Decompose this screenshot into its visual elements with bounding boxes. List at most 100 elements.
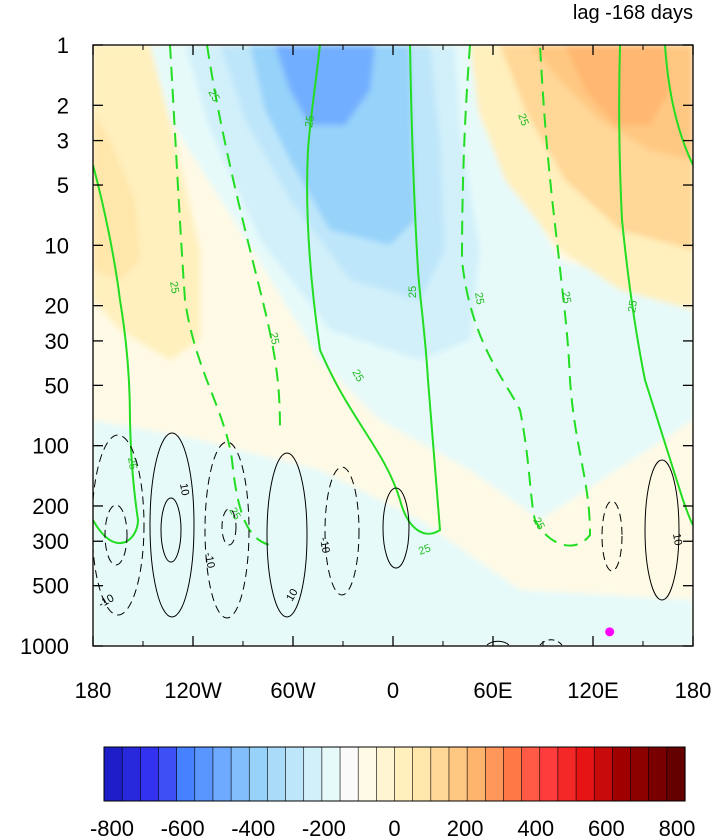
colorbar-swatch bbox=[466, 746, 486, 802]
y-tick-label: 2 bbox=[57, 93, 69, 118]
colorbar-swatch bbox=[593, 746, 613, 802]
colorbar-swatch bbox=[394, 746, 414, 802]
black-contour-negative bbox=[324, 466, 360, 596]
green-contour-label: 25 bbox=[407, 286, 419, 298]
colorbar-swatch bbox=[448, 746, 468, 802]
black-contour-positive bbox=[644, 459, 680, 601]
black-contour-negative bbox=[93, 434, 145, 616]
colorbar-swatch bbox=[484, 746, 505, 802]
colorbar-label: -400 bbox=[231, 816, 275, 838]
y-tick-label: 3 bbox=[57, 129, 69, 154]
y-tick-label: 20 bbox=[45, 294, 69, 319]
colorbar-swatch bbox=[212, 746, 232, 802]
colorbar-frame bbox=[103, 746, 686, 802]
green-contour-label: 25 bbox=[530, 516, 547, 533]
field-tan-left-2 bbox=[93, 110, 140, 280]
colorbar-label: 400 bbox=[517, 816, 554, 838]
green-contour-label: 25 bbox=[559, 290, 573, 304]
colorbar-swatch bbox=[503, 746, 523, 802]
colorbar-swatch bbox=[376, 746, 396, 802]
green-contour-line bbox=[460, 45, 592, 547]
green-contour-label: 25 bbox=[417, 542, 433, 557]
x-tick-label: 60W bbox=[270, 678, 315, 703]
colorbar-label: -600 bbox=[161, 816, 205, 838]
y-tick-label: 10 bbox=[45, 233, 69, 258]
green-contour-label: 25 bbox=[626, 299, 640, 313]
green-contour-label: 25 bbox=[226, 506, 243, 523]
colorbar-swatch bbox=[158, 746, 178, 802]
colorbar-swatch bbox=[103, 746, 123, 802]
black-contours bbox=[93, 432, 680, 646]
y-tick-label: 100 bbox=[32, 434, 69, 459]
black-contour-positive bbox=[160, 497, 182, 563]
colorbar-swatch bbox=[230, 746, 250, 802]
y-tick-label: 50 bbox=[45, 373, 69, 398]
colorbar-label: 600 bbox=[588, 816, 625, 838]
green-contour-line bbox=[664, 45, 693, 166]
black-contour-label: 10 bbox=[670, 532, 684, 546]
x-tick-label: 120W bbox=[164, 678, 222, 703]
colorbar-swatch bbox=[285, 746, 305, 802]
colorbar-swatch bbox=[321, 746, 341, 802]
green-contour-line bbox=[618, 45, 693, 526]
x-tick-label: 180 bbox=[675, 678, 712, 703]
axes: 180 120W 60W 0 60E 120E 180 1 2 3 5 10 20 30 50 100 200 3… bbox=[20, 33, 711, 703]
colorbar: -800 -600 -400 -200 0 200 400 600 800 bbox=[90, 746, 696, 838]
colorbar-swatch bbox=[303, 746, 323, 802]
colorbar-label: -800 bbox=[90, 816, 134, 838]
black-contour-label: 10 bbox=[284, 587, 301, 604]
field-blue-2 bbox=[275, 45, 375, 125]
green-contour-label: 25 bbox=[349, 368, 366, 385]
black-contour-positive bbox=[149, 432, 195, 618]
y-tick-label: 5 bbox=[57, 173, 69, 198]
green-contour-label: 25 bbox=[167, 280, 181, 294]
colorbar-swatch bbox=[357, 746, 377, 802]
black-contour-label: -10 bbox=[317, 536, 332, 554]
green-contour-labels: 25 25 25 25 25 25 25 25 25 25 25 25 25 2… bbox=[125, 88, 640, 558]
colorbar-swatch bbox=[194, 746, 214, 802]
colorbar-swatch bbox=[539, 746, 559, 802]
field-orange-right-2 bbox=[565, 45, 670, 125]
y-tick-label: 1000 bbox=[20, 634, 69, 659]
colorbar-swatch bbox=[267, 746, 287, 802]
x-tick-label: 120E bbox=[567, 678, 618, 703]
shaded-field bbox=[93, 45, 693, 646]
black-contour-negative bbox=[539, 639, 563, 646]
x-tick-label: 60E bbox=[473, 678, 512, 703]
colorbar-swatch bbox=[140, 746, 160, 802]
colorbar-label: 0 bbox=[388, 816, 400, 838]
colorbar-label: -200 bbox=[302, 816, 346, 838]
black-contour-label: 10 bbox=[177, 482, 191, 496]
colorbar-label: 800 bbox=[659, 816, 696, 838]
black-contour-positive bbox=[266, 452, 308, 618]
black-contour-negative bbox=[104, 504, 128, 566]
green-contour-label: 25 bbox=[267, 331, 281, 345]
colorbar-swatch bbox=[612, 746, 632, 802]
green-contour-line bbox=[306, 45, 442, 535]
colorbar-swatch bbox=[575, 746, 595, 802]
y-tick-label: 1 bbox=[57, 33, 69, 58]
black-contour-negative bbox=[601, 500, 623, 572]
green-contour-label: 25 bbox=[515, 112, 530, 128]
x-tick-label: 0 bbox=[387, 678, 399, 703]
green-contour-label: 25 bbox=[205, 88, 222, 105]
black-contour-negative bbox=[221, 508, 237, 546]
colorbar-swatch bbox=[248, 746, 269, 802]
y-tick-label: 500 bbox=[32, 574, 69, 599]
colorbar-swatch bbox=[648, 746, 668, 802]
green-contour-label: 25 bbox=[303, 114, 317, 128]
colorbar-swatch bbox=[176, 746, 196, 802]
field-tan-left bbox=[93, 45, 200, 360]
colorbar-swatch bbox=[630, 746, 650, 802]
green-contour-line bbox=[93, 164, 140, 545]
x-tick-label: 180 bbox=[75, 678, 112, 703]
green-contour-line bbox=[169, 45, 271, 546]
colorbar-label: 200 bbox=[447, 816, 484, 838]
colorbar-swatch bbox=[430, 746, 450, 802]
black-contour-positive bbox=[486, 640, 510, 646]
green-contours bbox=[93, 45, 693, 547]
colorbar-swatch bbox=[557, 746, 577, 802]
green-contour-label: 25 bbox=[472, 291, 486, 305]
black-contour-label: -10 bbox=[202, 551, 217, 569]
